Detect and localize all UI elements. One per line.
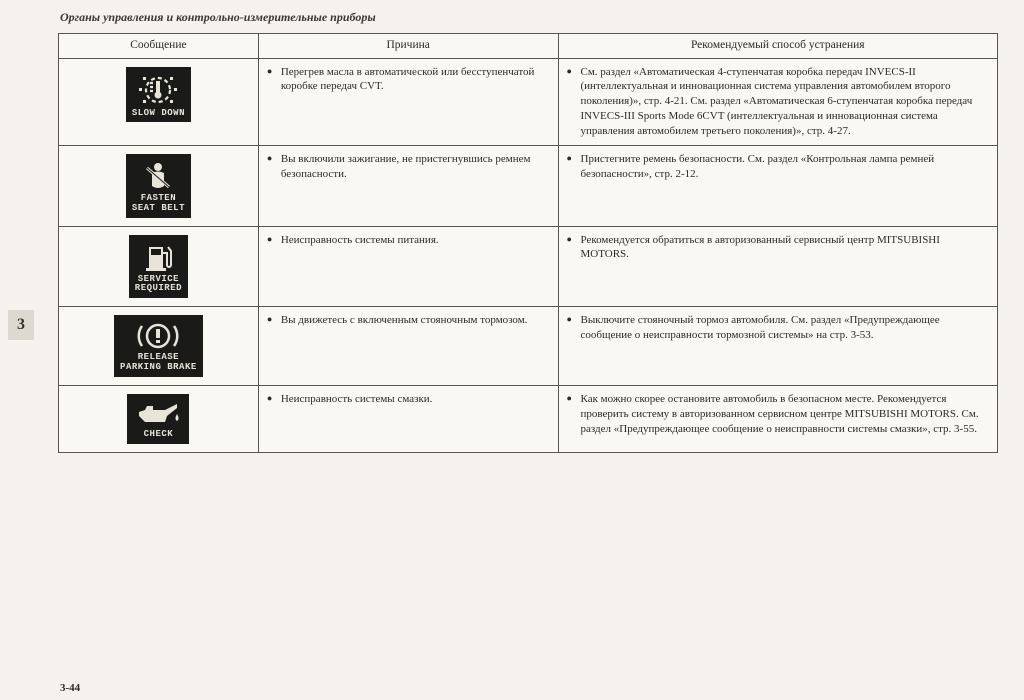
cause-text: Вы включили зажигание, не пристегнувшись… <box>267 152 550 182</box>
dashboard-warning-display: CHECK <box>127 394 189 444</box>
fix-text: См. раздел «Автоматическая 4-ступенчатая… <box>567 65 990 139</box>
table-row: CHECK Неисправность системы смазки. Как … <box>59 386 998 453</box>
cause-text: Неисправность системы питания. <box>267 233 550 248</box>
cause-text: Неисправность системы смазки. <box>267 392 550 407</box>
page-number: 3-44 <box>60 682 80 694</box>
dashboard-warning-label: CHECK <box>144 429 174 439</box>
column-header-fix: Рекомендуемый способ устранения <box>558 34 998 59</box>
section-number-tab: 3 <box>8 310 34 340</box>
table-row: SERVICE REQUIRED Неисправность системы п… <box>59 226 998 307</box>
dashboard-warning-display: SERVICE REQUIRED <box>129 235 188 299</box>
dashboard-warning-label: RELEASE PARKING BRAKE <box>120 352 197 372</box>
table-row: FASTEN SEAT BELT Вы включили зажигание, … <box>59 145 998 226</box>
fix-text: Рекомендуется обратиться в авторизованны… <box>567 233 990 263</box>
warning-messages-table: Сообщение Причина Рекомендуемый способ у… <box>58 33 998 453</box>
oil-can-icon <box>133 400 183 428</box>
fix-text: Пристегните ремень безопасности. См. раз… <box>567 152 990 182</box>
cause-text: Перегрев масла в автоматической или бесс… <box>267 65 550 95</box>
column-header-message: Сообщение <box>59 34 259 59</box>
dashboard-warning-label: SLOW DOWN <box>132 108 185 118</box>
dashboard-warning-display: RELEASE PARKING BRAKE <box>114 315 203 377</box>
column-header-cause: Причина <box>258 34 558 59</box>
table-row: SLOW DOWN Перегрев масла в автоматическо… <box>59 58 998 145</box>
dashboard-warning-label: FASTEN SEAT BELT <box>132 193 185 213</box>
seat-belt-icon <box>138 160 178 192</box>
transmission-temp-icon <box>135 73 181 107</box>
page-title: Органы управления и контрольно-измерител… <box>0 0 1024 33</box>
dashboard-warning-display: SLOW DOWN <box>126 67 191 123</box>
dashboard-warning-label: SERVICE REQUIRED <box>135 274 182 294</box>
fuel-pump-icon <box>138 241 178 273</box>
dashboard-warning-display: FASTEN SEAT BELT <box>126 154 191 218</box>
fix-text: Выключите стояночный тормоз автомобиля. … <box>567 313 990 343</box>
fix-text: Как можно скорее остановите автомобиль в… <box>567 392 990 437</box>
cause-text: Вы движетесь с включенным стояночным тор… <box>267 313 550 328</box>
table-row: RELEASE PARKING BRAKE Вы движетесь с вкл… <box>59 307 998 386</box>
brake-warning-icon <box>133 321 183 351</box>
